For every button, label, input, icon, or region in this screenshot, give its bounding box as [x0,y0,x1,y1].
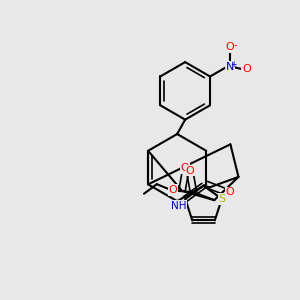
Text: N: N [226,62,234,72]
Text: +: + [230,60,237,69]
Text: O: O [226,187,235,197]
Text: O: O [185,166,194,176]
Text: NH: NH [171,201,187,211]
Text: O: O [226,42,234,52]
Text: O: O [181,164,190,173]
Text: S: S [218,194,225,204]
Text: O: O [168,185,177,195]
Text: O: O [242,64,251,74]
Text: -: - [234,40,237,50]
